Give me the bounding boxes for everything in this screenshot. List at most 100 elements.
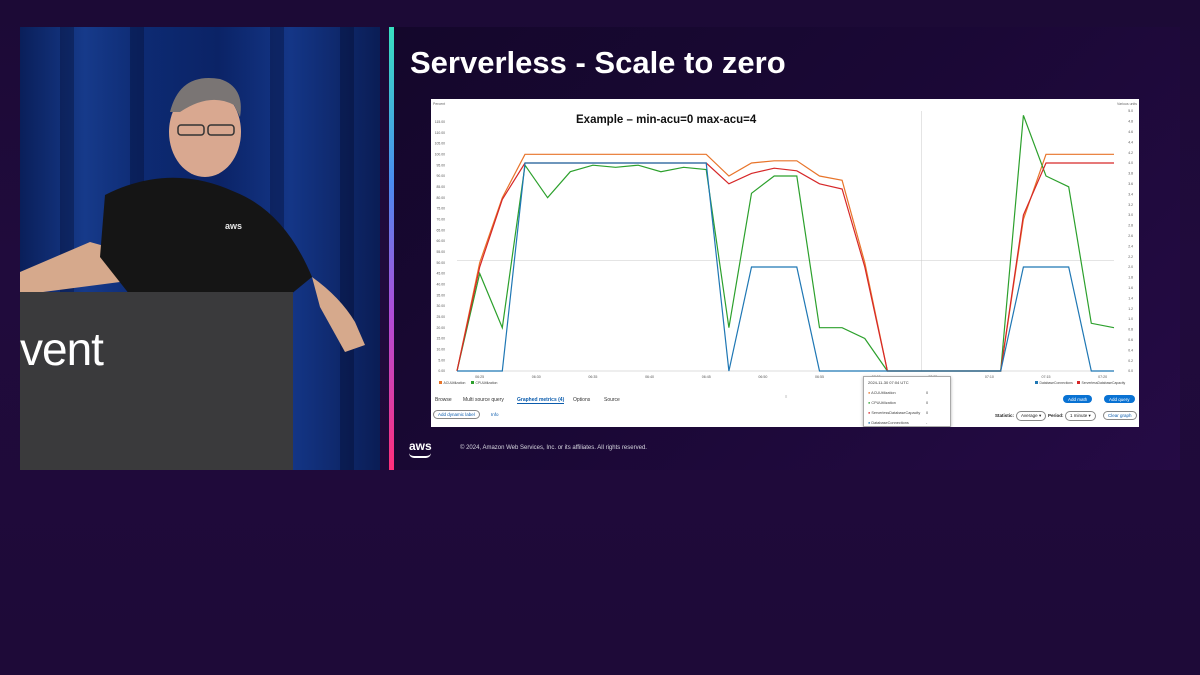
y-tick-left: 110.00 — [435, 131, 445, 135]
y-tick-right: 4.0 — [1128, 161, 1133, 165]
y-tick-left: 30.00 — [437, 304, 446, 308]
legend-label: ACUUtilization — [444, 381, 466, 385]
podium: vent — [20, 292, 293, 470]
resize-handle: ≡ — [785, 394, 788, 399]
datapoint-tooltip: 2024-11-30 07:04 UTC ● ACUUtilization 0 … — [863, 376, 951, 427]
y-tick-right: 3.6 — [1128, 182, 1133, 186]
tab-source[interactable]: Source — [604, 397, 620, 403]
y-tick-left: 55.00 — [437, 250, 446, 254]
y-tick-left: 90.00 — [437, 174, 446, 178]
y-tick-right: 4.4 — [1128, 140, 1133, 144]
period-value: 1 minute — [1070, 413, 1088, 418]
y-tick-right: 2.8 — [1128, 224, 1133, 228]
y-tick-right: 2.0 — [1128, 265, 1133, 269]
y-tick-right: 3.8 — [1128, 172, 1133, 176]
svg-text:aws: aws — [225, 221, 242, 231]
y-tick-right: 0.6 — [1128, 338, 1133, 342]
y-tick-left: 115.00 — [435, 120, 445, 124]
y-tick-right: 4.6 — [1128, 130, 1133, 134]
speaker-video-feed: aws vent — [20, 27, 380, 470]
legend-swatch — [439, 381, 442, 384]
legend-swatch — [471, 381, 474, 384]
tooltip-row-value: 0 — [926, 401, 929, 405]
y-tick-right: 1.6 — [1128, 286, 1133, 290]
y-tick-left: 5.00 — [438, 358, 445, 362]
statistic-label: Statistic: — [995, 413, 1015, 418]
y-tick-left: 15.00 — [437, 337, 446, 341]
tooltip-row: ● CPUUtilization — [868, 401, 896, 405]
x-tick-label: 06:25 — [475, 375, 484, 379]
tooltip-row-label: ACUUtilization — [871, 391, 896, 395]
info-link[interactable]: Info — [491, 412, 499, 417]
y-tick-right: 1.4 — [1128, 296, 1133, 300]
x-tick-label: 07:10 — [985, 375, 994, 379]
y-tick-left: 50.00 — [437, 261, 446, 265]
y-tick-left: 10.00 — [437, 348, 446, 352]
legend-swatch — [1035, 381, 1038, 384]
y-tick-right: 3.2 — [1128, 203, 1133, 207]
y-tick-left: 40.00 — [437, 283, 446, 287]
x-tick-label: 06:50 — [758, 375, 767, 379]
add-dynamic-label-button[interactable]: Add dynamic label — [433, 410, 480, 419]
statistic-select[interactable]: Average ▾ — [1016, 411, 1047, 421]
y-tick-right: 3.4 — [1128, 192, 1133, 196]
y-tick-left: 45.00 — [437, 272, 446, 276]
tooltip-row-label: CPUUtilization — [871, 401, 896, 405]
x-tick-label: 07:20 — [1098, 375, 1107, 379]
x-tick-label: 06:45 — [702, 375, 711, 379]
y-tick-left: 25.00 — [437, 315, 446, 319]
y-tick-left: 85.00 — [437, 185, 446, 189]
legend-label: CPUUtilization — [476, 381, 498, 385]
series-line-acuutilization — [456, 153, 1114, 372]
tooltip-row-value: 0 — [926, 391, 929, 395]
chart-annotation: Example – min-acu=0 max-acu=4 — [576, 114, 757, 126]
y-tick-right: 1.8 — [1128, 276, 1133, 280]
y-tick-right: 4.8 — [1128, 120, 1133, 124]
tab-graphed-metrics[interactable]: Graphed metrics (4) — [517, 397, 565, 404]
y-tick-right: 0.4 — [1128, 348, 1133, 352]
x-tick-label: 06:30 — [532, 375, 541, 379]
period-select[interactable]: 1 minute ▾ — [1065, 411, 1096, 421]
clear-graph-button[interactable]: Clear graph — [1103, 411, 1137, 420]
speaker-figure: aws — [20, 77, 365, 352]
y-tick-left: 105.00 — [435, 142, 445, 146]
tooltip-timestamp: 2024-11-30 07:04 UTC — [868, 380, 909, 385]
legend-swatch — [1077, 381, 1080, 384]
y-tick-right: 4.2 — [1128, 151, 1133, 155]
left-axis-unit: Percent — [433, 102, 445, 106]
cloudwatch-graph-screenshot: Percent Various units 0.00 5.00 10.00 15.00 20… — [431, 99, 1139, 427]
aws-logo: aws — [409, 439, 432, 453]
y-tick-right: 1.2 — [1128, 307, 1133, 311]
y-tick-left: 70.00 — [437, 218, 446, 222]
x-tick-label: 06:35 — [588, 375, 597, 379]
y-tick-right: 0.2 — [1128, 359, 1133, 363]
tooltip-row-value: - — [926, 421, 928, 425]
tooltip-row-label: DatabaseConnections — [871, 421, 909, 425]
tooltip-row-value: 0 — [926, 411, 929, 415]
tooltip-row: ● DatabaseConnections — [868, 421, 909, 425]
y-tick-right: 0.8 — [1128, 328, 1133, 332]
y-tick-left: 95.00 — [437, 163, 446, 167]
copyright-text: © 2024, Amazon Web Services, Inc. or its… — [460, 445, 647, 451]
slide-accent-bar — [389, 27, 394, 470]
add-math-button[interactable]: Add math — [1063, 395, 1093, 403]
slide-title: Serverless - Scale to zero — [410, 45, 786, 80]
y-tick-right: 5.0 — [1128, 109, 1133, 113]
y-tick-left: 35.00 — [437, 293, 446, 297]
legend-label: ServerlessDatabaseCapacity — [1082, 381, 1126, 385]
right-axis-unit: Various units — [1117, 102, 1137, 106]
tab-multi-source-query[interactable]: Multi source query — [463, 397, 504, 403]
y-tick-left: 100.00 — [435, 153, 445, 157]
tooltip-row-label: ServerlessDatabaseCapacity — [871, 411, 921, 415]
presentation-slide: Serverless - Scale to zero Percent Variou… — [394, 27, 1180, 470]
tab-options[interactable]: Options — [573, 397, 591, 403]
add-query-button[interactable]: Add query — [1104, 395, 1135, 403]
y-tick-right: 2.6 — [1128, 234, 1133, 238]
y-tick-left: 60.00 — [437, 239, 446, 243]
tab-browse[interactable]: Browse — [435, 397, 452, 403]
y-tick-left: 65.00 — [437, 228, 446, 232]
y-tick-left: 80.00 — [437, 196, 446, 200]
y-tick-right: 2.4 — [1128, 244, 1133, 248]
statistic-value: Average — [1021, 413, 1038, 418]
y-tick-left: 75.00 — [437, 207, 446, 211]
